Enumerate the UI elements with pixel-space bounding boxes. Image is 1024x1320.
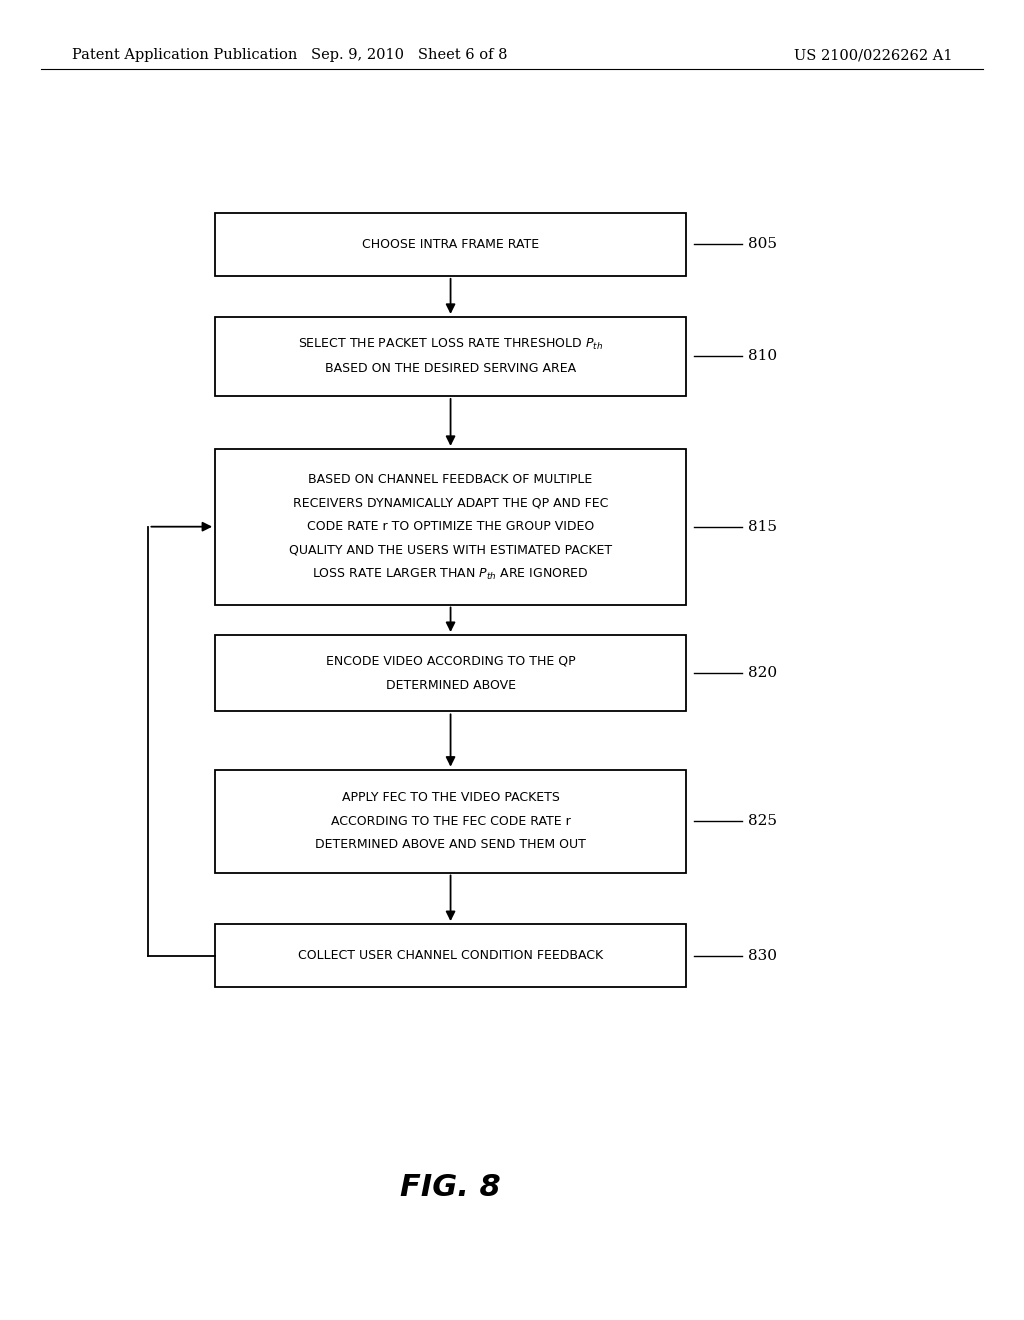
Text: FIG. 8: FIG. 8 xyxy=(400,1173,501,1203)
Text: Sep. 9, 2010   Sheet 6 of 8: Sep. 9, 2010 Sheet 6 of 8 xyxy=(311,49,508,62)
FancyBboxPatch shape xyxy=(215,635,686,711)
Text: 825: 825 xyxy=(748,814,776,828)
FancyBboxPatch shape xyxy=(215,213,686,276)
Text: 810: 810 xyxy=(748,350,776,363)
FancyBboxPatch shape xyxy=(215,924,686,987)
Text: LOSS RATE LARGER THAN $P_{th}$ ARE IGNORED: LOSS RATE LARGER THAN $P_{th}$ ARE IGNOR… xyxy=(312,566,589,582)
Text: 805: 805 xyxy=(748,238,776,251)
Text: SELECT THE PACKET LOSS RATE THRESHOLD $P_{th}$: SELECT THE PACKET LOSS RATE THRESHOLD $P… xyxy=(298,337,603,352)
Text: COLLECT USER CHANNEL CONDITION FEEDBACK: COLLECT USER CHANNEL CONDITION FEEDBACK xyxy=(298,949,603,962)
Text: 815: 815 xyxy=(748,520,776,533)
Text: BASED ON THE DESIRED SERVING AREA: BASED ON THE DESIRED SERVING AREA xyxy=(325,362,577,375)
Text: DETERMINED ABOVE AND SEND THEM OUT: DETERMINED ABOVE AND SEND THEM OUT xyxy=(315,838,586,851)
Text: ACCORDING TO THE FEC CODE RATE r: ACCORDING TO THE FEC CODE RATE r xyxy=(331,814,570,828)
Text: Patent Application Publication: Patent Application Publication xyxy=(72,49,297,62)
Text: RECEIVERS DYNAMICALLY ADAPT THE QP AND FEC: RECEIVERS DYNAMICALLY ADAPT THE QP AND F… xyxy=(293,496,608,510)
FancyBboxPatch shape xyxy=(215,770,686,873)
Text: APPLY FEC TO THE VIDEO PACKETS: APPLY FEC TO THE VIDEO PACKETS xyxy=(342,791,559,804)
FancyBboxPatch shape xyxy=(215,317,686,396)
Text: CODE RATE r TO OPTIMIZE THE GROUP VIDEO: CODE RATE r TO OPTIMIZE THE GROUP VIDEO xyxy=(307,520,594,533)
Text: QUALITY AND THE USERS WITH ESTIMATED PACKET: QUALITY AND THE USERS WITH ESTIMATED PAC… xyxy=(289,544,612,557)
Text: BASED ON CHANNEL FEEDBACK OF MULTIPLE: BASED ON CHANNEL FEEDBACK OF MULTIPLE xyxy=(308,473,593,486)
Text: DETERMINED ABOVE: DETERMINED ABOVE xyxy=(386,678,515,692)
Text: ENCODE VIDEO ACCORDING TO THE QP: ENCODE VIDEO ACCORDING TO THE QP xyxy=(326,655,575,668)
Text: CHOOSE INTRA FRAME RATE: CHOOSE INTRA FRAME RATE xyxy=(362,238,539,251)
Text: 830: 830 xyxy=(748,949,776,962)
Text: 820: 820 xyxy=(748,667,776,680)
FancyBboxPatch shape xyxy=(215,449,686,605)
Text: US 2100/0226262 A1: US 2100/0226262 A1 xyxy=(794,49,952,62)
